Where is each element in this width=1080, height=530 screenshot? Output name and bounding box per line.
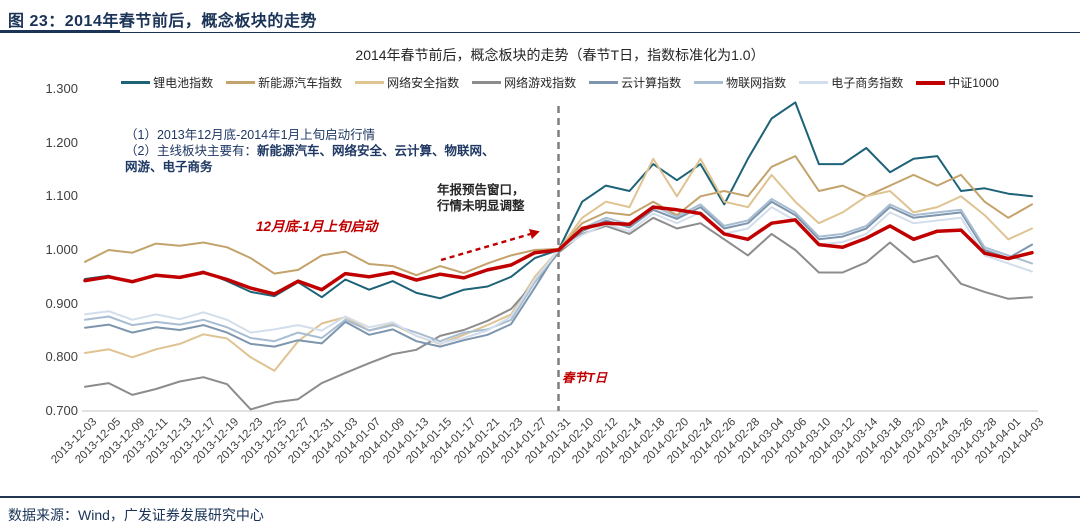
legend-item-6: 物联网指数	[694, 74, 786, 91]
annotation-market-notes: （1）2013年12月底-2014年1月上旬启动行情 （2）主线板块主要有：新能…	[125, 127, 494, 175]
y-tick-label: 0.900	[45, 295, 78, 311]
legend-item-8: 中证1000	[916, 74, 999, 91]
header-divider-accent	[0, 30, 120, 33]
footer-divider	[0, 496, 1080, 498]
legend-item-5: 云计算指数	[589, 74, 681, 91]
y-tick-label: 0.800	[45, 349, 78, 365]
source-note: 数据来源：Wind，广发证券发展研究中心	[8, 507, 264, 523]
chart-title: 2014年春节前后，概念板块的走势（春节T日，指数标准化为1.0）	[355, 47, 765, 63]
legend-label: 物联网指数	[726, 76, 787, 90]
annotation-note-line2: （2）主线板块主要有：新能源汽车、网络安全、云计算、物联网、	[125, 144, 495, 158]
launch-arrow-head	[529, 229, 540, 240]
legend-label: 云计算指数	[621, 76, 682, 90]
legend-item-1: 锂电池指数	[121, 74, 213, 91]
y-tick-label: 1.000	[45, 242, 78, 257]
legend-label: 中证1000	[948, 76, 999, 90]
legend-line-swatch	[121, 81, 151, 84]
legend-item-3: 网络安全指数	[355, 74, 459, 91]
legend-line-swatch	[589, 81, 619, 84]
legend-line-swatch	[916, 80, 946, 85]
legend-item-2: 新能源汽车指数	[226, 74, 342, 91]
annotation-report-window: 年报预告窗口， 行情未明显调整	[437, 183, 525, 213]
series-line-4	[84, 216, 1033, 411]
legend-item-7: 电子商务指数	[799, 74, 903, 91]
legend-line-swatch	[799, 81, 829, 84]
y-tick-label: 1.300	[45, 81, 78, 96]
annotation-launch-label: 12月底-1月上旬启动	[256, 219, 378, 234]
chart-legend: 锂电池指数 新能源汽车指数 网络安全指数 网络游戏指数 云计算指数 物联网指数 电子商务指数…	[80, 74, 1040, 91]
header-divider	[0, 32, 1080, 33]
figure-title: 图 23：2014年春节前后，概念板块的走势	[8, 13, 317, 30]
legend-label: 新能源汽车指数	[258, 76, 343, 90]
legend-line-swatch	[694, 81, 724, 84]
legend-label: 锂电池指数	[153, 76, 214, 90]
legend-label: 网络游戏指数	[504, 76, 577, 90]
launch-arrow	[440, 231, 535, 262]
series-line-8	[83, 205, 1034, 296]
annotation-festival-label: 春节T日	[562, 371, 608, 385]
legend-label: 网络安全指数	[387, 76, 460, 90]
legend-label: 电子商务指数	[831, 76, 904, 90]
y-tick-label: 0.700	[45, 403, 78, 418]
legend-line-swatch	[226, 81, 256, 84]
legend-item-4: 网络游戏指数	[472, 74, 576, 91]
annotation-note-line1: （1）2013年12月底-2014年1月上旬启动行情	[125, 128, 376, 142]
annotation-note-line3: 网游、电子商务	[125, 160, 213, 174]
y-tick-label: 1.200	[45, 134, 78, 150]
legend-line-swatch	[472, 81, 502, 84]
y-tick-label: 1.100	[45, 188, 78, 204]
legend-line-swatch	[355, 81, 385, 84]
